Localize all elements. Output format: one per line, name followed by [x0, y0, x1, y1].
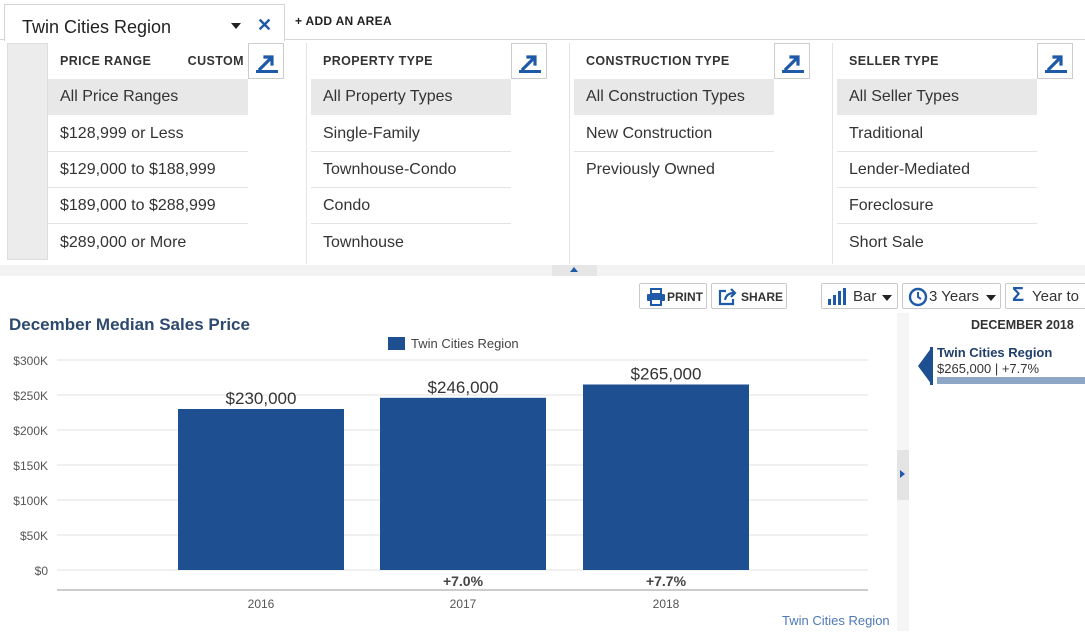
x-tick-label: 2016	[248, 597, 275, 611]
share-icon	[718, 288, 737, 306]
price-option[interactable]: All Price Ranges	[48, 79, 248, 115]
add-area-button[interactable]: + ADD AN AREA	[295, 14, 392, 28]
bar[interactable]	[380, 397, 546, 570]
export-arrow-icon	[1045, 55, 1067, 73]
export-arrow-icon	[519, 55, 541, 73]
x-tick-label: 2018	[653, 597, 680, 611]
property-type-option[interactable]: All Property Types	[311, 79, 511, 115]
seller-type-option[interactable]: Foreclosure	[837, 188, 1037, 224]
y-tick-label: $300K	[13, 354, 48, 368]
print-label: PRINT	[667, 290, 703, 304]
close-icon[interactable]: ✕	[257, 15, 273, 35]
time-range-value: 3 Years	[929, 288, 980, 305]
side-panel-value-bar	[937, 377, 1085, 384]
selection-pointer-bar	[930, 347, 933, 385]
export-arrow-icon	[782, 55, 804, 73]
construction-type-expand-button[interactable]	[774, 43, 810, 79]
bar[interactable]	[583, 384, 749, 571]
collapse-filters-button[interactable]	[552, 265, 597, 276]
print-button[interactable]: PRINT	[639, 283, 707, 309]
change-label: +7.0%	[443, 573, 484, 589]
price-option[interactable]: $128,999 or Less	[48, 116, 248, 152]
seller-type-header: SELLER TYPE	[837, 41, 1037, 79]
price-option[interactable]: $129,000 to $188,999	[48, 152, 248, 188]
legend-label: Twin Cities Region	[411, 336, 519, 351]
side-panel-value: $265,000 | +7.7%	[937, 361, 1040, 376]
construction-type-option[interactable]: New Construction	[574, 116, 774, 152]
change-label: +7.7%	[646, 573, 687, 589]
bar-chart-icon	[828, 288, 846, 305]
bar-value-label: $246,000	[428, 378, 499, 397]
price-option[interactable]: $289,000 or More	[60, 234, 187, 251]
price-range-title: PRICE RANGE	[60, 54, 152, 68]
x-tick-label: 2017	[450, 597, 477, 611]
construction-type-column: CONSTRUCTION TYPE All Construction Types…	[574, 41, 811, 265]
construction-type-option[interactable]: Previously Owned	[586, 161, 715, 178]
seller-type-option[interactable]: Short Sale	[849, 234, 924, 251]
area-tab[interactable]: Twin Cities Region ✕	[4, 4, 285, 41]
filter-side-strip	[7, 43, 48, 260]
property-type-header: PROPERTY TYPE	[311, 41, 511, 79]
price-range-expand-button[interactable]	[248, 43, 284, 79]
chart-title: December Median Sales Price	[9, 315, 250, 334]
filter-panel: PRICE RANGE CUSTOM All Price Ranges $128…	[0, 41, 1085, 265]
seller-type-column: SELLER TYPE All Seller Types Traditional…	[837, 41, 1074, 265]
bar-value-label: $265,000	[631, 365, 702, 384]
clock-icon	[908, 287, 928, 307]
chevron-down-icon[interactable]	[231, 23, 241, 29]
aggregation-dropdown[interactable]: Σ Year to	[1005, 283, 1085, 309]
time-range-dropdown[interactable]: 3 Years	[902, 283, 1001, 309]
property-type-title: PROPERTY TYPE	[323, 54, 433, 68]
chevron-down-icon	[986, 295, 996, 301]
custom-price-link[interactable]: CUSTOM	[187, 54, 244, 68]
seller-type-option[interactable]: All Seller Types	[837, 79, 1037, 115]
area-name: Twin Cities Region	[22, 17, 172, 37]
printer-icon	[647, 288, 665, 306]
chevron-down-icon	[882, 295, 892, 301]
aggregation-value: Year to	[1032, 288, 1079, 305]
bar-value-label: $230,000	[226, 389, 297, 408]
side-panel-toggle-button[interactable]	[897, 450, 909, 500]
selection-pointer-icon	[918, 347, 932, 385]
seller-type-option[interactable]: Lender-Mediated	[837, 152, 1037, 188]
chart-type-value: Bar	[853, 288, 877, 305]
column-divider	[569, 43, 570, 264]
price-range-column: PRICE RANGE CUSTOM All Price Ranges $128…	[48, 41, 285, 265]
y-tick-label: $100K	[13, 494, 48, 508]
bar-chart: $0 $50K $100K $150K $200K $250K $300K $230,000 2…	[13, 354, 868, 611]
side-panel-period: DECEMBER 2018	[971, 318, 1074, 332]
share-label: SHARE	[741, 290, 784, 304]
chart-credit: Twin Cities Region	[782, 613, 890, 628]
y-tick-label: $200K	[13, 424, 48, 438]
seller-type-option[interactable]: Traditional	[837, 116, 1037, 152]
y-tick-label: $250K	[13, 389, 48, 403]
share-button[interactable]: SHARE	[711, 283, 787, 309]
y-tick-label: $150K	[13, 459, 48, 473]
construction-type-title: CONSTRUCTION TYPE	[586, 54, 730, 68]
chart-type-dropdown[interactable]: Bar	[821, 283, 898, 309]
price-range-header: PRICE RANGE CUSTOM	[48, 41, 248, 79]
bar[interactable]	[178, 409, 344, 570]
construction-type-option[interactable]: All Construction Types	[574, 79, 774, 115]
y-tick-label: $50K	[20, 529, 48, 543]
property-type-option[interactable]: Single-Family	[311, 116, 511, 152]
sigma-icon: Σ	[1012, 284, 1025, 306]
construction-type-header: CONSTRUCTION TYPE	[574, 41, 774, 79]
property-type-option[interactable]: Townhouse-Condo	[311, 152, 511, 188]
legend-swatch	[388, 337, 405, 350]
y-tick-label: $0	[35, 564, 49, 578]
property-type-option[interactable]: Townhouse	[323, 234, 404, 251]
property-type-column: PROPERTY TYPE All Property Types Single-…	[311, 41, 548, 265]
property-type-option[interactable]: Condo	[311, 188, 511, 224]
seller-type-title: SELLER TYPE	[849, 54, 939, 68]
seller-type-expand-button[interactable]	[1037, 43, 1073, 79]
column-divider	[832, 43, 833, 264]
side-panel-area-name[interactable]: Twin Cities Region	[937, 345, 1053, 360]
area-tab-bar: Twin Cities Region ✕ + ADD AN AREA	[0, 0, 1085, 41]
property-type-expand-button[interactable]	[511, 43, 547, 79]
export-arrow-icon	[256, 55, 278, 73]
filter-collapse-bar	[0, 265, 1085, 276]
price-option[interactable]: $189,000 to $288,999	[48, 188, 248, 224]
column-divider	[306, 43, 307, 264]
